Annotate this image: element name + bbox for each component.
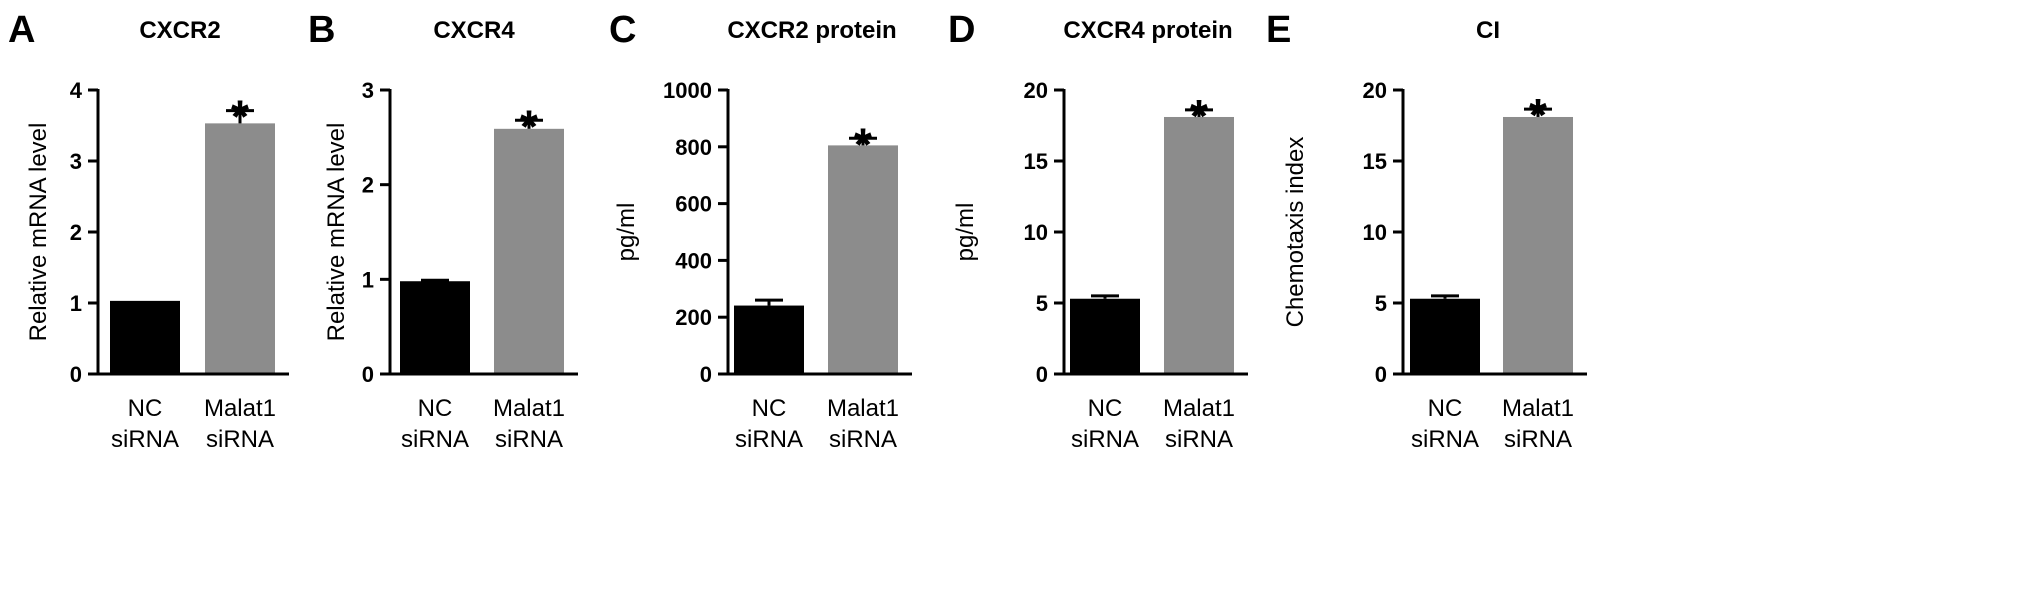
x-tick-label: siRNA — [1504, 426, 1572, 453]
y-tick-label: 5 — [1036, 291, 1048, 316]
x-tick-label: siRNA — [401, 426, 469, 453]
x-tick-label: NC — [128, 395, 163, 422]
x-tick-label: NC — [1428, 395, 1463, 422]
x-tick-label: Malat1 — [493, 395, 565, 422]
panel-E: E CI Chemotaxis index 0 5 10 15 20 NC siRNA * Malat… — [1266, 9, 1587, 453]
y-tick-label: 0 — [70, 362, 82, 387]
significance-star: * — [1190, 90, 1208, 142]
y-tick-label: 0 — [1375, 362, 1387, 387]
x-tick-label: siRNA — [1071, 426, 1139, 453]
panel-A: A CXCR2 Relative mRNA level 0 1 2 3 4 NC siRNA * Ma… — [8, 9, 289, 453]
y-tick-label: 0 — [700, 362, 712, 387]
panel-D: D CXCR4 protein pg/ml 0 5 10 15 20 NC siRNA * Malat… — [948, 9, 1248, 453]
y-tick-label: 400 — [675, 248, 712, 273]
y-axis-label: Relative mRNA level — [25, 123, 52, 342]
y-tick-label: 15 — [1363, 149, 1387, 174]
x-tick-label: siRNA — [111, 426, 179, 453]
y-tick-label: 15 — [1024, 149, 1048, 174]
chart-title: CXCR2 — [139, 17, 220, 44]
bar-1 — [1070, 298, 1140, 374]
panel-C: C CXCR2 protein pg/ml 0 200 400 600 800 1000 NC si… — [609, 9, 912, 453]
significance-star: * — [520, 100, 538, 152]
chart-title: CXCR4 protein — [1063, 17, 1232, 44]
x-tick-label: Malat1 — [1163, 395, 1235, 422]
bar-1 — [110, 300, 180, 374]
y-tick-label: 600 — [675, 192, 712, 217]
y-tick-label: 10 — [1024, 220, 1048, 245]
bar-2 — [828, 145, 898, 374]
bar-1 — [1410, 298, 1480, 374]
y-tick-label: 5 — [1375, 291, 1387, 316]
panel-B: B CXCR4 Relative mRNA level 0 1 2 3 NC siRNA * Mal… — [308, 9, 578, 453]
y-tick-label: 10 — [1363, 220, 1387, 245]
x-tick-label: siRNA — [735, 426, 803, 453]
x-tick-label: NC — [418, 395, 453, 422]
y-tick-label: 20 — [1363, 78, 1387, 103]
y-tick-label: 800 — [675, 135, 712, 160]
panel-letter: A — [8, 9, 35, 51]
significance-star: * — [854, 118, 872, 170]
bar-2 — [205, 123, 275, 375]
panel-letter: E — [1266, 9, 1291, 51]
chart-title: CXCR4 — [433, 17, 515, 44]
x-tick-label: siRNA — [495, 426, 563, 453]
y-axis-label: Chemotaxis index — [1282, 137, 1309, 328]
y-tick-label: 1000 — [663, 78, 712, 103]
x-tick-label: siRNA — [1411, 426, 1479, 453]
bar-2 — [494, 128, 564, 374]
x-tick-label: siRNA — [1165, 426, 1233, 453]
y-tick-label: 1 — [70, 291, 82, 316]
x-tick-label: Malat1 — [827, 395, 899, 422]
x-tick-label: NC — [1088, 395, 1123, 422]
bar-1 — [400, 281, 470, 374]
x-tick-label: siRNA — [206, 426, 274, 453]
y-axis-label: pg/ml — [952, 203, 979, 262]
significance-star: * — [1529, 89, 1547, 141]
y-axis-label: pg/ml — [613, 203, 640, 262]
y-tick-label: 2 — [70, 220, 82, 245]
significance-star: * — [231, 91, 249, 143]
y-tick-label: 1 — [362, 267, 374, 292]
x-tick-label: NC — [752, 395, 787, 422]
chart-title: CXCR2 protein — [727, 17, 896, 44]
panel-letter: C — [609, 9, 636, 51]
y-axis-label: Relative mRNA level — [323, 123, 350, 342]
bar-1 — [734, 305, 804, 374]
y-tick-label: 3 — [362, 78, 374, 103]
y-tick-label: 20 — [1024, 78, 1048, 103]
chart-title: CI — [1476, 17, 1500, 44]
y-tick-label: 200 — [675, 305, 712, 330]
panel-letter: B — [308, 9, 335, 51]
y-tick-label: 0 — [1036, 362, 1048, 387]
bar-2 — [1164, 116, 1234, 374]
x-tick-label: siRNA — [829, 426, 897, 453]
bar-2 — [1503, 116, 1573, 374]
x-tick-label: Malat1 — [1502, 395, 1574, 422]
y-tick-label: 3 — [70, 149, 82, 174]
y-tick-label: 2 — [362, 173, 374, 198]
y-tick-label: 0 — [362, 362, 374, 387]
panel-letter: D — [948, 9, 975, 51]
x-tick-label: Malat1 — [204, 395, 276, 422]
y-tick-label: 4 — [70, 78, 83, 103]
